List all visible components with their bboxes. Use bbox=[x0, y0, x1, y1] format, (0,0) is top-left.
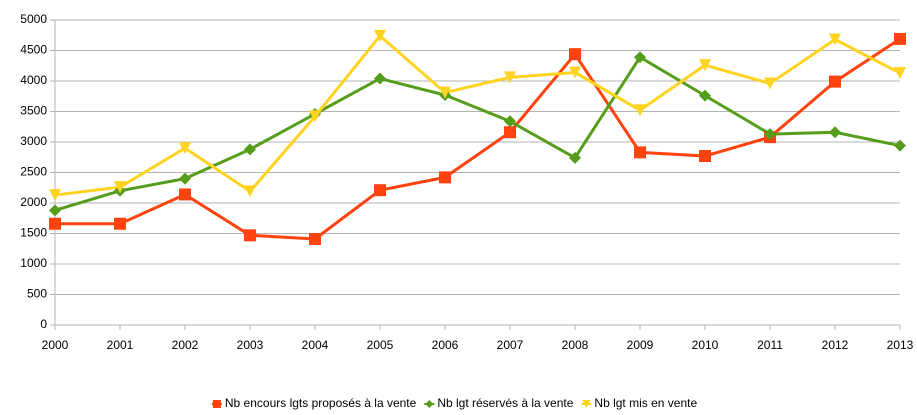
marker bbox=[894, 32, 906, 45]
series-line bbox=[54, 34, 901, 197]
series-line bbox=[55, 37, 901, 241]
marker bbox=[894, 139, 906, 152]
marker bbox=[374, 29, 386, 42]
y-tick-label: 3500 bbox=[20, 104, 47, 118]
x-tick-label: 2010 bbox=[692, 338, 719, 352]
marker bbox=[504, 115, 516, 128]
y-tick-label: 5000 bbox=[20, 12, 47, 26]
x-tick-label: 2009 bbox=[627, 338, 654, 352]
y-tick-label: 2000 bbox=[20, 195, 47, 209]
y-tick-label: 1500 bbox=[20, 226, 47, 240]
marker bbox=[699, 150, 711, 163]
x-tick-label: 2004 bbox=[302, 338, 329, 352]
marker bbox=[49, 189, 61, 202]
x-tick-label: 2002 bbox=[172, 338, 199, 352]
marker bbox=[829, 75, 841, 88]
marker bbox=[179, 142, 191, 155]
marker bbox=[699, 59, 711, 72]
marker bbox=[634, 104, 646, 117]
y-tick-label: 4500 bbox=[20, 43, 47, 57]
marker bbox=[504, 126, 516, 139]
marker bbox=[244, 229, 256, 242]
marker bbox=[569, 66, 581, 79]
x-tick-label: 2007 bbox=[497, 338, 524, 352]
x-tick-label: 2001 bbox=[107, 338, 134, 352]
legend-label: Nb encours lgts proposés à la vente bbox=[225, 396, 417, 410]
marker bbox=[829, 126, 841, 139]
marker bbox=[179, 172, 191, 185]
marker bbox=[764, 128, 776, 141]
marker bbox=[309, 232, 321, 245]
y-tick-label: 3000 bbox=[20, 134, 47, 148]
marker bbox=[569, 48, 581, 61]
y-tick-label: 0 bbox=[40, 317, 47, 331]
y-tick-label: 500 bbox=[27, 287, 47, 301]
marker bbox=[244, 185, 256, 198]
marker bbox=[569, 151, 581, 164]
legend-label: Nb lgt mis en vente bbox=[594, 396, 697, 410]
marker bbox=[49, 217, 61, 230]
marker bbox=[114, 217, 126, 230]
x-tick-label: 2005 bbox=[367, 338, 394, 352]
y-tick-label: 2500 bbox=[20, 165, 47, 179]
x-tick-label: 2006 bbox=[432, 338, 459, 352]
marker bbox=[49, 204, 61, 217]
x-tick-label: 2000 bbox=[42, 338, 69, 352]
x-tick-label: 2008 bbox=[562, 338, 589, 352]
x-tick-label: 2011 bbox=[757, 338, 783, 352]
marker bbox=[894, 67, 906, 80]
marker bbox=[829, 33, 841, 46]
x-tick-label: 2013 bbox=[887, 338, 914, 352]
marker bbox=[309, 110, 321, 123]
marker bbox=[179, 188, 191, 201]
marker bbox=[504, 71, 516, 84]
series-line bbox=[54, 55, 901, 212]
legend: Nb encours lgts proposés à la vente Nb lg… bbox=[211, 396, 697, 410]
y-tick-label: 1000 bbox=[20, 256, 47, 270]
marker bbox=[114, 181, 126, 194]
marker bbox=[439, 86, 451, 99]
marker bbox=[699, 89, 711, 102]
marker bbox=[244, 143, 256, 156]
x-tick-label: 2012 bbox=[822, 338, 849, 352]
marker bbox=[634, 146, 646, 159]
x-tick-label: 2003 bbox=[237, 338, 264, 352]
marker bbox=[634, 51, 646, 64]
legend-label: Nb lgt réservés à la vente bbox=[437, 396, 573, 410]
marker bbox=[439, 171, 451, 184]
marker bbox=[764, 77, 776, 90]
marker bbox=[374, 72, 386, 85]
y-tick-label: 4000 bbox=[20, 73, 47, 87]
marker bbox=[374, 184, 386, 197]
